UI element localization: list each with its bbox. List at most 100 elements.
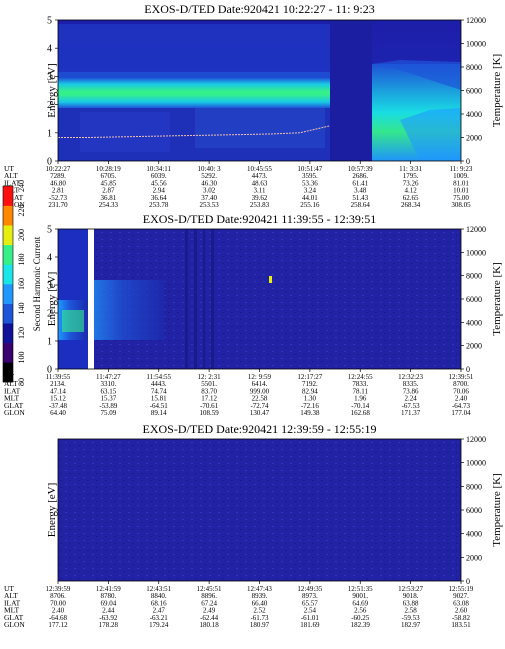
panel-3-y2tick: 8000 xyxy=(466,482,482,491)
panel-1-row-value: 254.33 xyxy=(99,201,119,209)
panel-3-row-value: 12:47:43 xyxy=(247,585,272,593)
panel-2-ytick: 1 xyxy=(47,337,52,348)
panel-1-row-value: 10:57:39 xyxy=(348,165,373,173)
panel-1-row-value: 2.87 xyxy=(102,187,115,195)
panel-3-y2tick: 10000 xyxy=(466,459,486,468)
colorbar-segment xyxy=(3,186,13,206)
panel-2-row-value: 999.00 xyxy=(250,387,270,395)
panel-2-row-value: 108.59 xyxy=(200,409,220,417)
panel-3-row-label: ILAT xyxy=(4,598,21,607)
panel-2-row-value: 83.70 xyxy=(201,387,217,395)
panel-1-row-value: 62.65 xyxy=(403,194,419,202)
panel-1-row-value: 36.64 xyxy=(151,194,167,202)
panel-3-row-value: -60.25 xyxy=(351,614,370,622)
colorbar-tick: 100 xyxy=(17,352,26,364)
panel-1-row-value: 5292. xyxy=(201,172,217,180)
panel-1-row-value: 46.80 xyxy=(50,179,66,187)
panel-1-row-value: 75.00 xyxy=(453,194,469,202)
panel-2-row-value: 15.12 xyxy=(50,395,66,403)
panel-3-y2tick: 12000 xyxy=(466,435,486,444)
panel-2-row-value: 89.14 xyxy=(151,409,167,417)
panel-1-row-value: 11: 3:31 xyxy=(399,165,422,173)
panel-3-title: EXOS-D/TED Date:920421 12:39:59 - 12:55:… xyxy=(143,422,377,436)
panel-2-y2tick: 12000 xyxy=(466,225,486,234)
panel-1-row-value: 36.81 xyxy=(101,194,117,202)
panel-2-row-value: -70.61 xyxy=(200,402,219,410)
panel-1-ytick: 5 xyxy=(47,16,52,27)
panel-2-ytick: 2 xyxy=(47,309,52,320)
panel-2-row-value: 78.11 xyxy=(353,387,369,395)
panel-1-row-value: 10:51:47 xyxy=(297,165,322,173)
colorbar-tick: 180 xyxy=(17,254,26,266)
panel-3-row-value: 68.16 xyxy=(151,599,167,607)
colorbar-tick: 120 xyxy=(17,327,26,339)
panel-3-ylabel: Energy [eV] xyxy=(46,483,58,537)
panel-3-row-label: UT xyxy=(4,584,14,593)
panel-1-row-value: 39.62 xyxy=(252,194,268,202)
panel-2-row-value: 11:54:55 xyxy=(146,373,171,381)
panel-2-row-value: -53.89 xyxy=(99,402,118,410)
panel-3-row-value: 2.54 xyxy=(304,607,317,615)
panel-3-row-value: -59.53 xyxy=(402,614,421,622)
panel-2-axes: EXOS-D/TED Date:920421 11:39:55 - 12:39:… xyxy=(4,212,503,417)
panel-3-row-value: 179.24 xyxy=(149,621,169,629)
panel-2-plot xyxy=(58,229,461,369)
panel-1-row-value: 44.01 xyxy=(302,194,318,202)
panel-2-row-value: 8335. xyxy=(403,380,419,388)
panel-2-title: EXOS-D/TED Date:920421 11:39:55 - 12:39:… xyxy=(143,212,377,226)
panel-1-ytick: 4 xyxy=(47,44,52,55)
panel-1-axes: EXOS-D/TED Date:920421 10:22:27 - 11: 9:… xyxy=(4,2,503,209)
panel-2-row-value: 12:17:27 xyxy=(297,373,322,381)
panel-2-row-value: 22.58 xyxy=(252,395,268,403)
panel-2-y2tick: 2000 xyxy=(466,342,482,351)
colorbar-segment xyxy=(3,205,13,226)
panel-3-row-value: 181.69 xyxy=(300,621,320,629)
panel-2-row-value: 15.81 xyxy=(151,395,167,403)
panel-1-ylabel: Energy [eV] xyxy=(46,63,58,117)
panel-3-row-label: GLAT xyxy=(4,613,24,622)
panel-2-y2tick: 4000 xyxy=(466,318,482,327)
panel-3-row-label: GLON xyxy=(4,620,25,629)
panel-2-row-label: ALT xyxy=(4,379,18,388)
panel-3-row-value: -61.73 xyxy=(250,614,269,622)
panel-2-ylabel: Energy [eV] xyxy=(46,272,58,326)
panel-1-row-value: 3.24 xyxy=(304,187,317,195)
panel-1-row-value: 4.12 xyxy=(405,187,418,195)
panel-3-row-value: 9027. xyxy=(453,592,469,600)
panel-1-row-value: 253.78 xyxy=(149,201,169,209)
panel-2-row-value: 82.94 xyxy=(302,387,318,395)
panel-3-row-value: 8840. xyxy=(151,592,167,600)
panel-1-row-value: 45.56 xyxy=(151,179,167,187)
panel-3-row-value: 66.40 xyxy=(252,599,268,607)
panel-2-row-value: 64.40 xyxy=(50,409,66,417)
colorbar-segment xyxy=(3,244,13,265)
panel-2-row-value: 17.12 xyxy=(201,395,217,403)
panel-3-row-value: 2.56 xyxy=(354,607,367,615)
panel-1-row-value: 253.53 xyxy=(200,201,220,209)
panel-2-row-value: -64.73 xyxy=(452,402,471,410)
panel-2-row-value: 8700. xyxy=(453,380,469,388)
panel-2-row-value: 171.37 xyxy=(401,409,421,417)
panel-1-row-value: 4473. xyxy=(252,172,268,180)
panel-1-y2tick: 4000 xyxy=(466,110,482,119)
panel-3-row-value: 12:41:59 xyxy=(96,585,121,593)
panel-1-row-value: 308.05 xyxy=(451,201,471,209)
panel-1-row-label: GLON xyxy=(4,200,25,209)
panel-3-row-value: -63.21 xyxy=(150,614,169,622)
panel-2-row-value: 4443. xyxy=(151,380,167,388)
panel-1-row-value: 6039. xyxy=(151,172,167,180)
panel-2-y2tick: 0 xyxy=(466,365,470,374)
panel-2-row-value: 63.15 xyxy=(101,387,117,395)
colorbar-segment xyxy=(3,284,13,304)
panel-3-row-value: 65.57 xyxy=(302,599,318,607)
panel-3-row-value: 69.04 xyxy=(101,599,117,607)
panel-1-energy-band xyxy=(58,78,330,108)
panel-1-y2tick: 8000 xyxy=(466,63,482,72)
panel-2-y2tick: 10000 xyxy=(466,248,486,257)
panel-1-row-value: -52.73 xyxy=(49,194,68,202)
panel-2-row-value: -37.48 xyxy=(49,402,68,410)
panel-3-y2tick: 0 xyxy=(466,577,470,586)
panel-3-row-value: 8780. xyxy=(101,592,117,600)
panel-1-plot xyxy=(58,20,461,161)
panel-1-row-value: 6705. xyxy=(101,172,117,180)
